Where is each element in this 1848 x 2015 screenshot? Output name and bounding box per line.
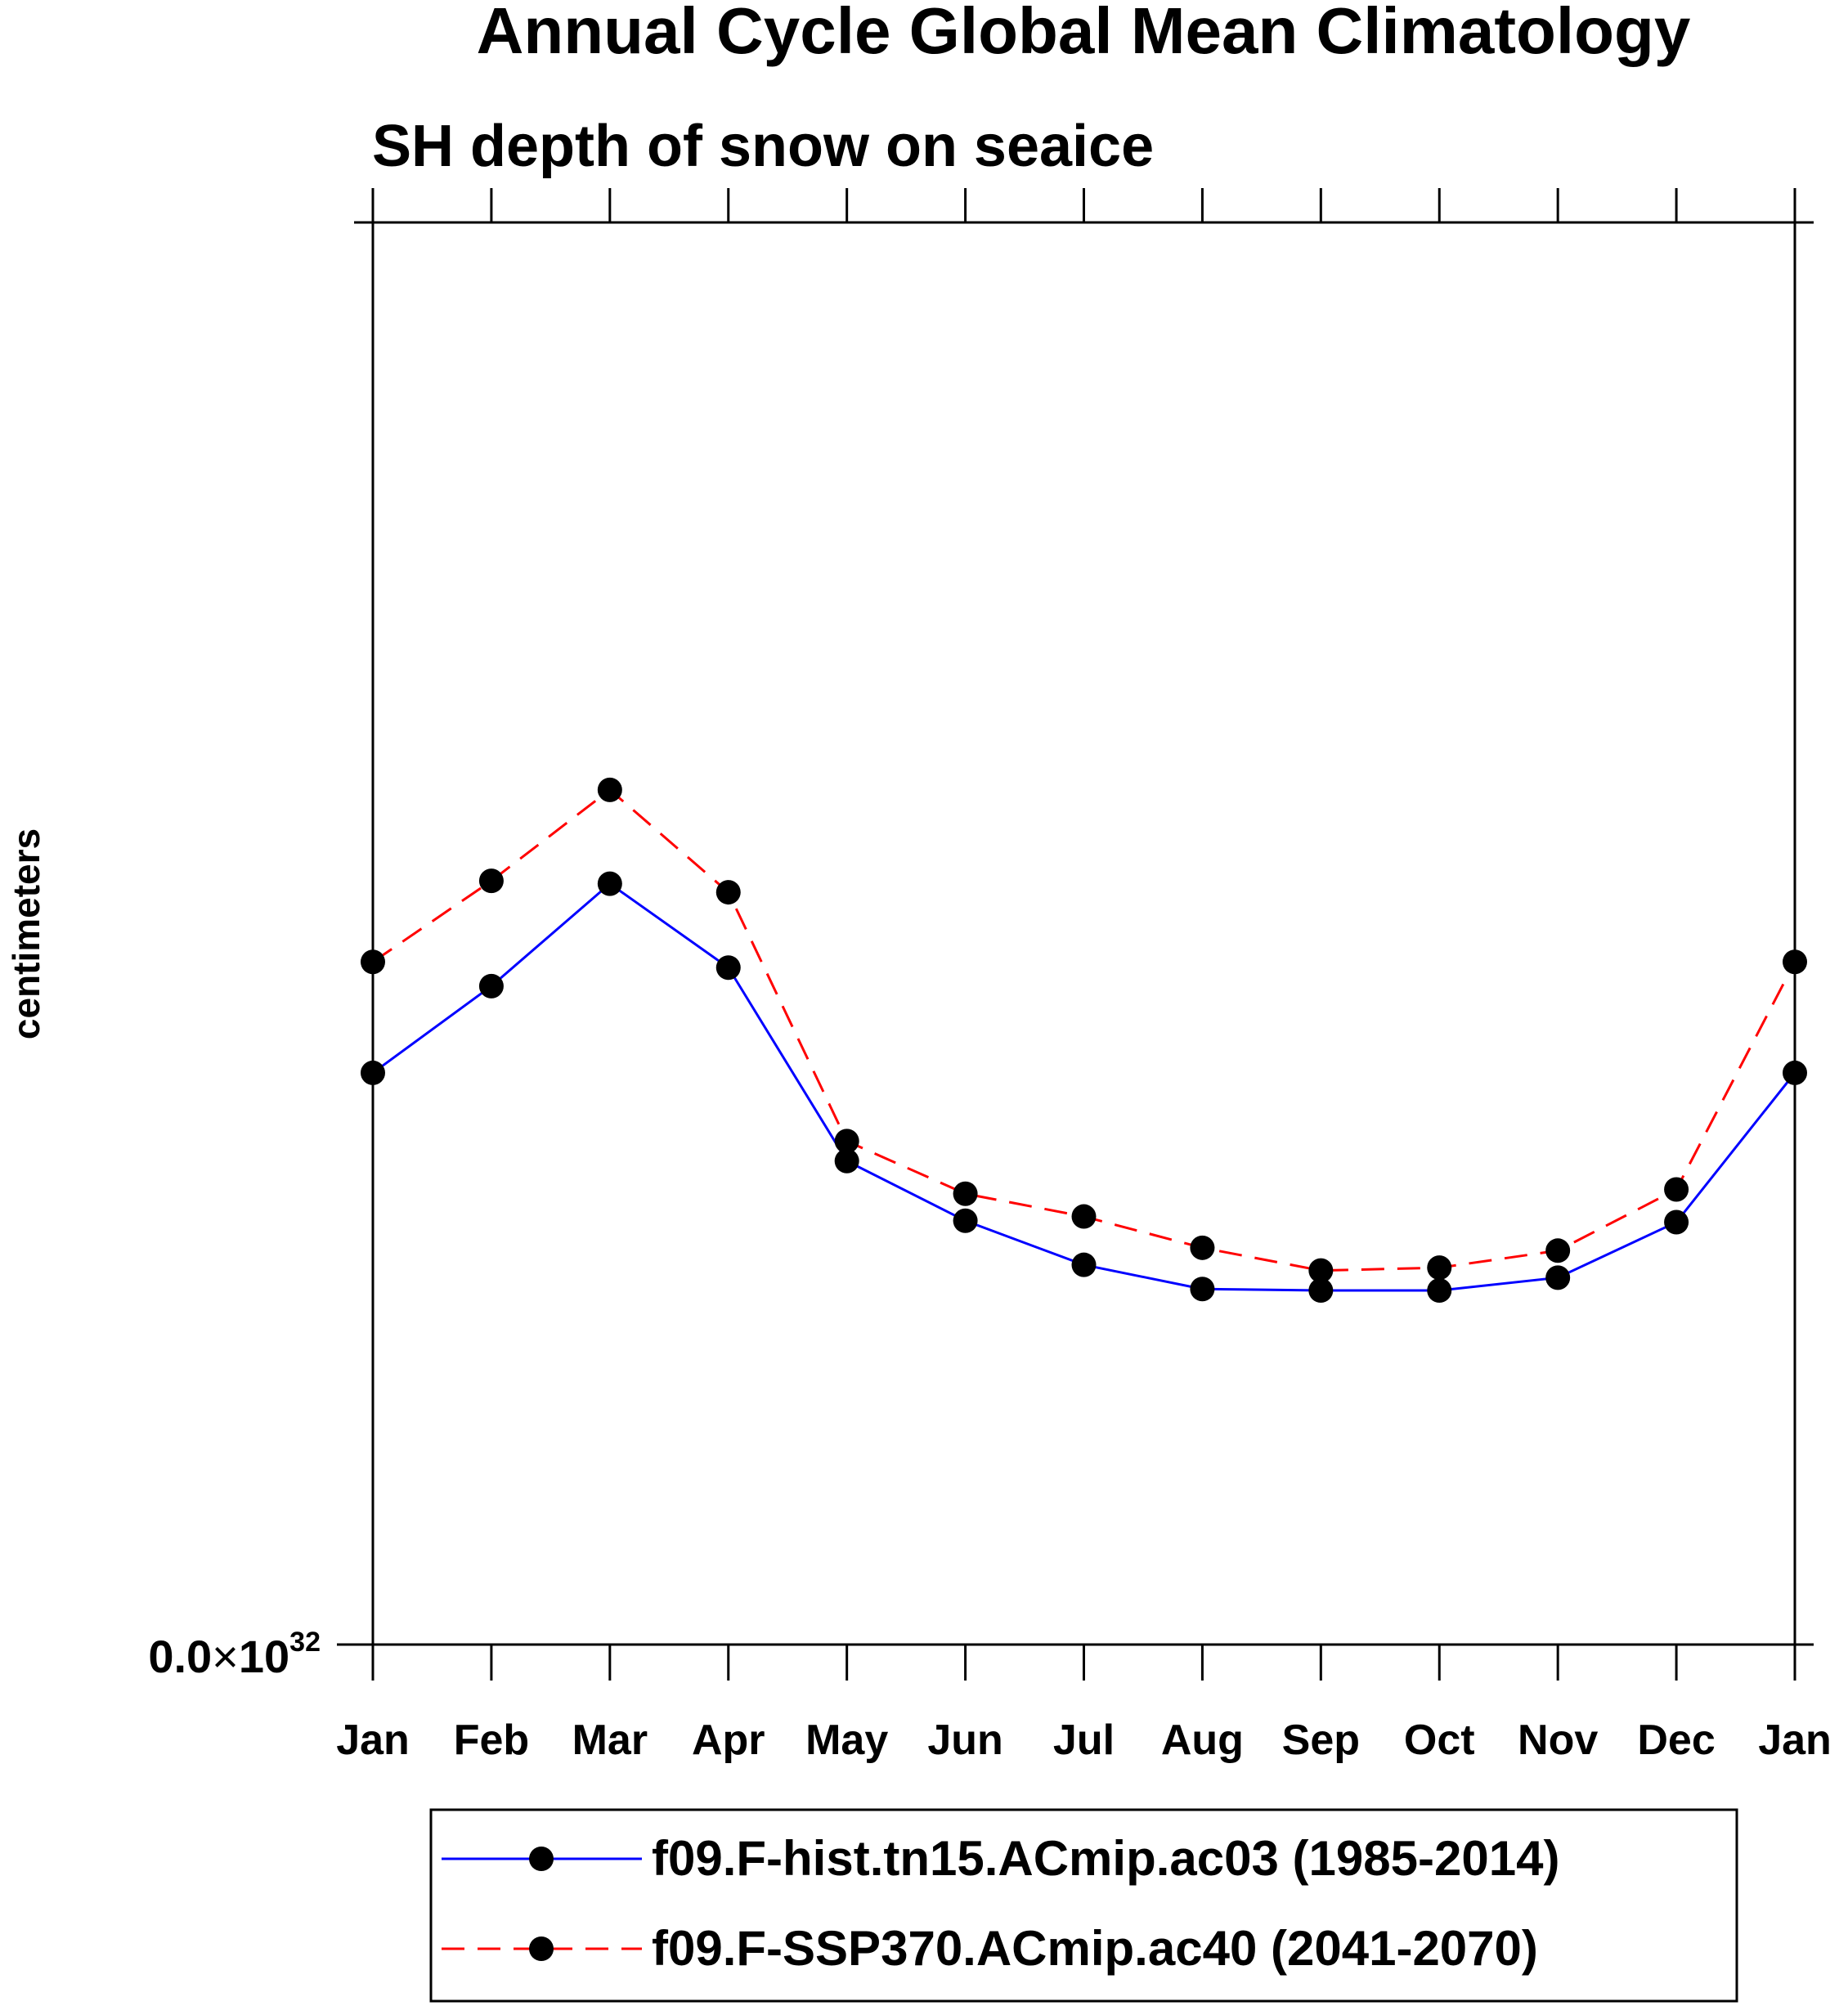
series-2-point-feb — [478, 868, 504, 894]
series-1-point-jun — [953, 1208, 978, 1233]
legend-label-1: f09.F-hist.tn15.ACmip.ac03 (1985-2014) — [652, 1831, 1559, 1886]
series-layer — [361, 777, 1807, 1303]
chart-title: Annual Cycle Global Mean Climatology — [477, 0, 1691, 67]
series-1-point-aug — [1190, 1277, 1215, 1302]
y-tick-base: 10 — [239, 1631, 289, 1682]
series-1-point-oct — [1427, 1277, 1452, 1303]
x-tick-label: Mar — [572, 1717, 648, 1764]
x-tick-label: May — [805, 1717, 888, 1764]
series-1-point-dec — [1664, 1209, 1689, 1235]
x-tick-label: Apr — [692, 1717, 765, 1764]
series-2-point-jan — [361, 949, 385, 975]
y-tick-exponent: 32 — [289, 1627, 321, 1658]
series-1-point-sep — [1308, 1277, 1334, 1303]
legend-items: f09.F-hist.tn15.ACmip.ac03 (1985-2014) f0… — [442, 1831, 1559, 1976]
series-2-point-sep — [1308, 1258, 1334, 1283]
x-tick-label: Nov — [1518, 1717, 1598, 1764]
legend-label-2: f09.F-SSP370.ACmip.ac40 (2041-2070) — [652, 1921, 1538, 1976]
series-1-point-may — [834, 1148, 859, 1174]
x-tick-label: Feb — [454, 1717, 529, 1764]
legend-marker-1 — [529, 1847, 554, 1871]
series-2-point-oct — [1427, 1255, 1452, 1281]
x-axis-tick-labels: Jan Feb Mar Apr May Jun Jul Aug Sep Oct Nov Dec Jan — [336, 1717, 1832, 1764]
x-tick-label: Jan — [1758, 1717, 1832, 1764]
series-2-point-may — [834, 1129, 859, 1154]
series-line-2 — [372, 788, 1796, 1272]
y-tick-label-zero: 0.0×1032 — [148, 1627, 321, 1682]
y-tick-times: × — [212, 1631, 239, 1682]
series-2-point-jul — [1071, 1204, 1097, 1229]
x-tick-label: Jan — [336, 1717, 410, 1764]
series-2-point-jun — [953, 1181, 978, 1206]
series-2-point-apr — [715, 880, 741, 905]
legend-marker-2 — [529, 1936, 554, 1961]
series-2-point-nov — [1545, 1238, 1571, 1263]
series-1-point-feb — [478, 973, 504, 999]
series-line-1 — [372, 882, 1796, 1292]
series-1-point-jan — [361, 1060, 385, 1085]
x-tick-label: Sep — [1282, 1717, 1360, 1764]
series-1-point-mar — [597, 871, 622, 896]
series-1-point-jan — [1783, 1060, 1807, 1085]
x-tick-label: Jun — [927, 1717, 1002, 1764]
series-1-point-apr — [715, 955, 741, 981]
y-axis-label: centimeters — [5, 828, 47, 1039]
x-tick-label: Dec — [1637, 1717, 1715, 1764]
series-1-point-nov — [1545, 1265, 1571, 1290]
series-1-point-jul — [1071, 1252, 1097, 1277]
series-2-point-dec — [1664, 1177, 1689, 1202]
x-tick-label: Oct — [1404, 1717, 1475, 1764]
series-2-point-aug — [1190, 1235, 1215, 1260]
legend-box — [429, 1808, 1738, 2003]
x-axis-ticks — [371, 188, 1796, 1681]
series-2-point-jan — [1783, 949, 1807, 975]
chart-subtitle: SH depth of snow on seaice — [372, 114, 1154, 179]
x-tick-label: Aug — [1161, 1717, 1244, 1764]
x-tick-label: Jul — [1053, 1717, 1115, 1764]
y-tick-mantissa: 0.0 — [148, 1631, 212, 1682]
series-2-point-mar — [597, 777, 622, 802]
legend: f09.F-hist.tn15.ACmip.ac03 (1985-2014) f0… — [429, 1808, 1738, 2003]
plot-frame — [337, 221, 1814, 1646]
